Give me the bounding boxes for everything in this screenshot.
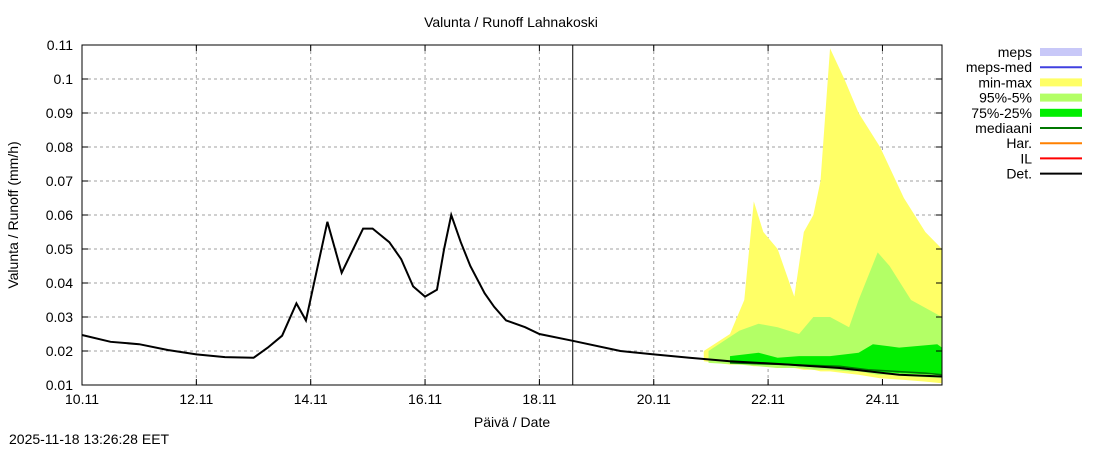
y-tick-label: 0.04 <box>46 275 73 291</box>
bands <box>703 48 942 384</box>
series-lines <box>81 211 943 378</box>
legend-label: Har. <box>1006 135 1032 151</box>
y-tick-label: 0.02 <box>46 343 73 359</box>
x-tick-label: 20.11 <box>637 391 671 407</box>
chart-title: Valunta / Runoff Lahnakoski <box>424 14 598 30</box>
x-axis-label: Päivä / Date <box>474 414 550 430</box>
legend-label: mediaani <box>975 120 1032 136</box>
legend-label: Det. <box>1006 166 1032 182</box>
legend-label: 95%-5% <box>979 90 1032 106</box>
timestamp: 2025-11-18 13:26:28 EET <box>9 431 170 447</box>
y-tick-label: 0.08 <box>46 139 73 155</box>
y-axis-label: Valunta / Runoff (mm/h) <box>5 141 21 288</box>
x-tick-label: 12.11 <box>179 391 213 407</box>
y-tick-label: 0.03 <box>46 309 73 325</box>
x-tick-label: 24.11 <box>865 391 899 407</box>
axes: 0.01 0.02 0.03 0.04 0.05 0.06 0.07 0.08 0.09 0.1 0… <box>46 37 943 407</box>
x-tick-label: 10.11 <box>65 391 99 407</box>
series-det- <box>81 211 943 378</box>
legend-swatch <box>1040 108 1082 117</box>
x-tick-label: 18.11 <box>522 391 556 407</box>
legend-swatch <box>1040 93 1082 102</box>
y-tick-label: 0.09 <box>46 105 73 121</box>
x-tick-label: 22.11 <box>751 391 785 407</box>
legend-label: IL <box>1020 150 1032 166</box>
legend-label: meps <box>998 44 1032 60</box>
y-tick-label: 0.06 <box>46 207 73 223</box>
y-tick-label: 0.07 <box>46 173 73 189</box>
legend-swatch <box>1040 48 1082 56</box>
band-75-25- <box>729 344 942 375</box>
y-tick-label: 0.1 <box>54 71 74 87</box>
legend-label: min-max <box>978 74 1032 90</box>
legend-label: 75%-25% <box>971 105 1032 121</box>
y-tick-label: 0.11 <box>47 37 73 53</box>
plot-frame <box>81 44 943 386</box>
x-tick-label: 16.11 <box>408 391 442 407</box>
legend-label: meps-med <box>966 59 1032 75</box>
legend: mepsmeps-medmin-max95%-5%75%-25%mediaani… <box>966 44 1082 182</box>
legend-swatch <box>1040 78 1082 87</box>
x-tick-label: 14.11 <box>294 391 328 407</box>
y-tick-label: 0.05 <box>46 241 73 257</box>
y-tick-label: 0.01 <box>46 377 73 393</box>
